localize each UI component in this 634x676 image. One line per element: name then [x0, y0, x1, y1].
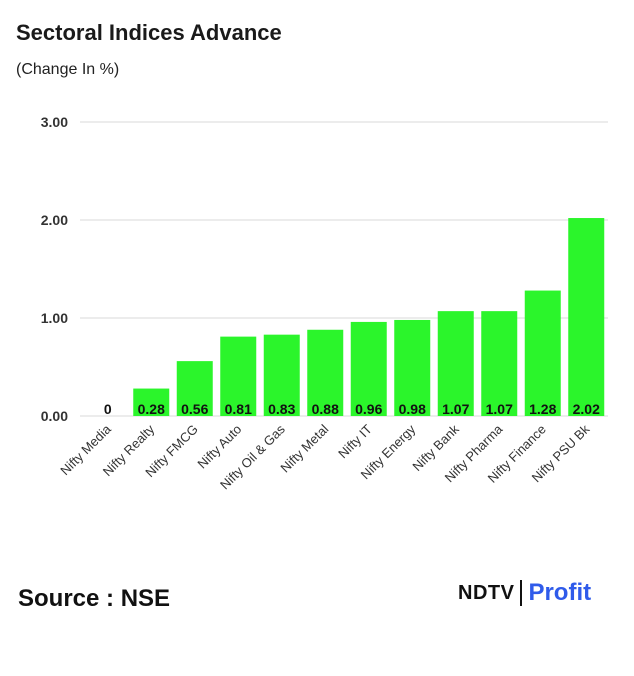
bar-value-label: 1.07	[486, 401, 513, 417]
bar	[568, 218, 605, 416]
bar	[220, 336, 257, 416]
ndtv-profit-logo: NDTV Profit	[458, 578, 591, 608]
y-tick-label: 1.00	[41, 310, 68, 326]
y-tick-label: 3.00	[41, 114, 68, 130]
bar-value-label: 0.98	[399, 401, 426, 417]
bar	[176, 361, 213, 416]
x-tick-label: Nifty Metal	[277, 421, 331, 475]
bar-value-label: 0.81	[225, 401, 252, 417]
bar	[394, 319, 431, 416]
bar	[307, 329, 344, 416]
logo-divider	[520, 580, 523, 606]
logo-ndtv-text: NDTV	[458, 581, 515, 604]
y-tick-label: 2.00	[41, 212, 68, 228]
source-note: Source : NSE	[18, 585, 171, 612]
bar	[437, 311, 474, 416]
logo-profit-text: Profit	[528, 579, 592, 606]
bar	[524, 290, 561, 416]
bar-value-label: 0	[104, 401, 112, 417]
bar-value-label: 0.88	[312, 401, 339, 417]
bar-value-label: 0.28	[138, 401, 165, 417]
bar-value-label: 0.56	[181, 401, 208, 417]
chart-subtitle: (Change In %)	[16, 61, 120, 78]
y-tick-label: 0.00	[41, 408, 68, 424]
bar-value-label: 0.83	[268, 401, 295, 417]
bar	[263, 334, 300, 416]
bar-value-label: 1.28	[529, 401, 556, 417]
bar-value-label: 1.07	[442, 401, 469, 417]
bar	[350, 321, 387, 416]
bar-value-label: 0.96	[355, 401, 382, 417]
bar-value-label: 2.02	[573, 401, 600, 417]
bar	[481, 311, 518, 416]
chart-title: Sectoral Indices Advance	[16, 20, 282, 45]
x-tick-label: Nifty IT	[335, 421, 375, 461]
bar	[133, 388, 170, 416]
